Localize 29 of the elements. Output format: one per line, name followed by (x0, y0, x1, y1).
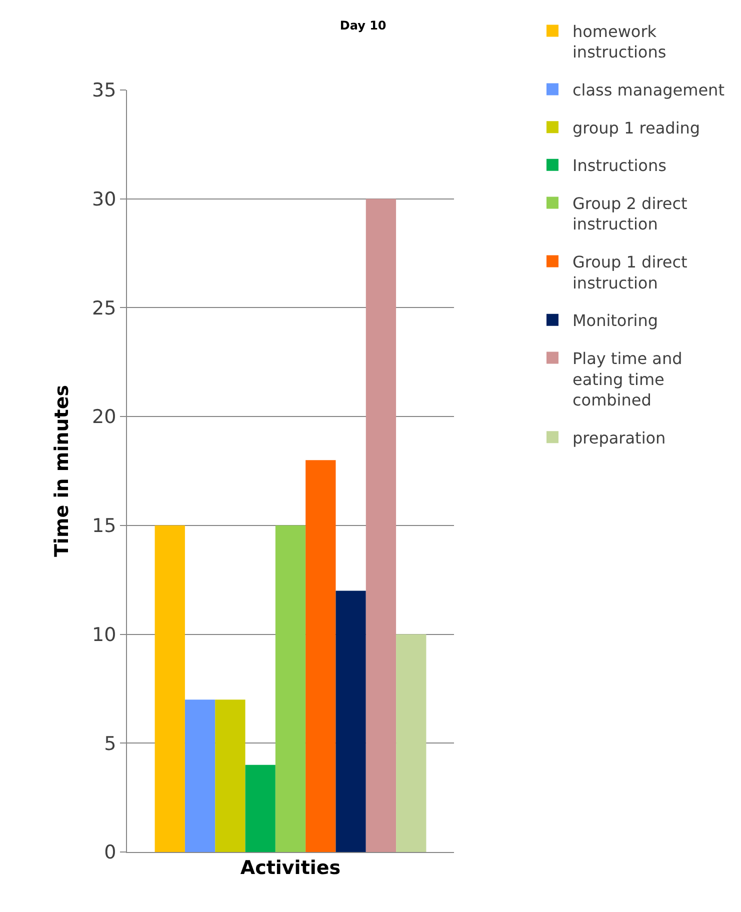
legend-label: group 1 reading (572, 118, 700, 138)
bar (154, 525, 185, 852)
legend-label: homework instructions (572, 22, 666, 62)
legend-label: preparation (572, 428, 666, 448)
y-tick-label: 25 (92, 297, 116, 320)
bar (396, 634, 426, 852)
bar (184, 700, 216, 852)
legend-label: Monitoring (572, 311, 658, 330)
bar (215, 700, 246, 852)
y-axis-title: Time in minutes (50, 384, 73, 558)
legend-label: Play time and eating time combined (572, 348, 682, 410)
legend-label: Group 2 direct instruction (572, 194, 688, 234)
y-tick-label: 30 (92, 188, 116, 211)
y-tick-label: 35 (92, 80, 116, 102)
legend-label: class management (572, 80, 724, 100)
bar (245, 764, 276, 852)
bar (366, 198, 396, 852)
legend-label: Instructions (572, 156, 666, 176)
legend-label: Group 1 direct instruction (572, 252, 688, 292)
y-tick-label: 5 (104, 732, 116, 755)
y-tick-label: 15 (92, 515, 116, 538)
bar (336, 590, 366, 852)
y-tick-label: 0 (104, 842, 116, 864)
chart-title: Day 10 (340, 18, 386, 32)
x-axis-title: Activities (240, 856, 341, 879)
y-tick-label: 10 (92, 624, 116, 646)
bar (306, 460, 336, 852)
y-tick-label: 20 (92, 406, 116, 428)
bar (275, 525, 306, 852)
